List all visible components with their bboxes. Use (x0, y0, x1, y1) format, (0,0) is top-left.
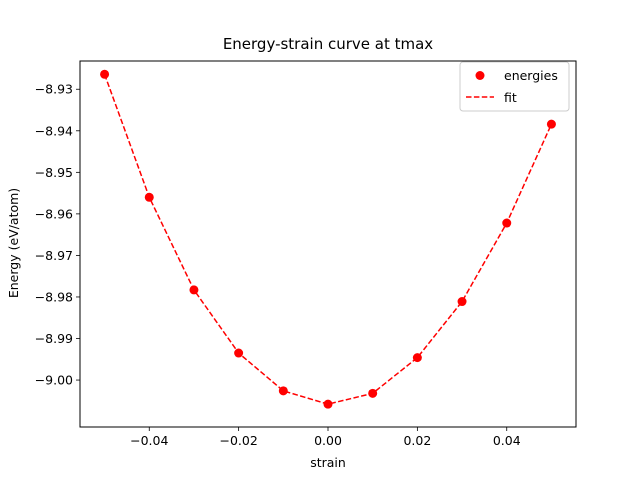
x-tick-label: 0.04 (493, 433, 521, 448)
energies-point (457, 297, 467, 307)
energies-point (100, 69, 110, 79)
energies-point (189, 285, 199, 295)
y-tick-label: −8.99 (35, 331, 73, 346)
axes: −0.04 −0.02 0.00 0.02 0.04 −8.93 −8.94 −8.95 −8.… (35, 60, 577, 448)
chart-title: Energy-strain curve at tmax (223, 35, 433, 53)
energies-point (412, 353, 422, 363)
x-tick-label: −0.02 (219, 433, 257, 448)
energies-point (368, 388, 378, 398)
legend-fit-label: fit (504, 90, 517, 105)
legend-energies-marker (475, 71, 485, 80)
y-tick-label: −9.00 (35, 373, 73, 388)
y-tick-label: −8.98 (35, 289, 73, 304)
legend: energies fit (459, 61, 570, 112)
energies-point (323, 399, 333, 409)
energies-point (278, 386, 288, 396)
plot-area (100, 69, 556, 409)
y-tick-label: −8.97 (35, 248, 73, 263)
energies-point (546, 119, 556, 129)
x-tick-label: −0.04 (130, 433, 168, 448)
x-tick-label: 0.00 (314, 433, 342, 448)
y-tick-label: −8.96 (35, 206, 73, 221)
y-axis-label: Energy (eV/atom) (6, 188, 21, 298)
y-tick-label: −8.95 (35, 165, 73, 180)
legend-frame (459, 61, 570, 112)
energies-point (502, 218, 512, 228)
x-tick-label: 0.02 (403, 433, 431, 448)
y-tick-label: −8.93 (35, 82, 73, 97)
energies-point (144, 192, 154, 202)
x-axis-label: strain (310, 455, 346, 470)
energies-point (234, 348, 244, 358)
legend-energies-label: energies (504, 68, 558, 83)
y-tick-label: −8.94 (35, 123, 73, 138)
